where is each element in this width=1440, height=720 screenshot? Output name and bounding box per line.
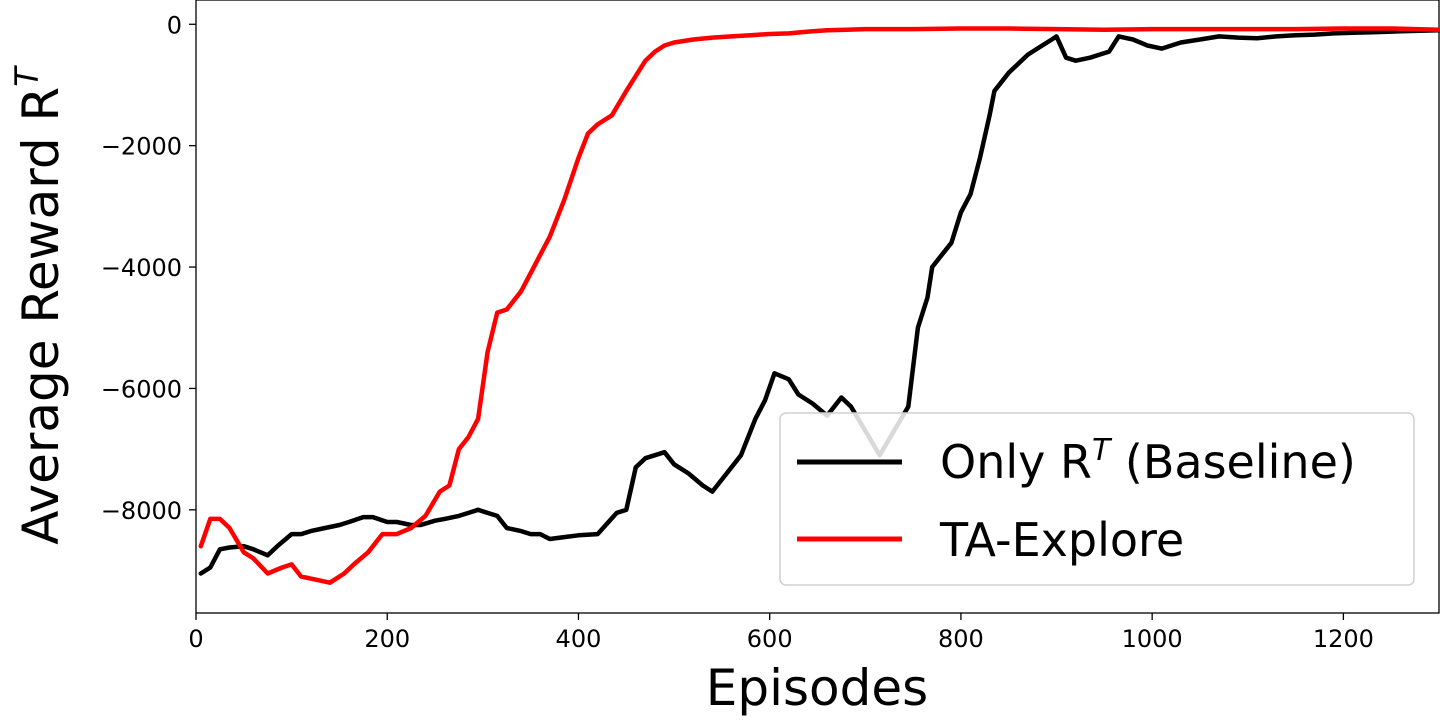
legend-label-baseline-name: Only R — [940, 435, 1092, 489]
y-axis-title: Average Reward RT — [8, 65, 70, 545]
plot-frame — [195, 0, 1440, 614]
legend-box — [779, 412, 1415, 586]
series-layer — [198, 26, 1440, 585]
y-tick-label: −8000 — [101, 497, 182, 525]
legend-label-baseline: Only RT (Baseline) — [940, 433, 1356, 489]
y-axis-title-superscript: T — [8, 65, 46, 87]
legend: Only RT (Baseline) TA-Explore — [779, 412, 1415, 586]
legend-label-ta-explore: TA-Explore — [939, 513, 1184, 567]
x-tick-label: 800 — [938, 625, 984, 653]
x-tick-label: 1000 — [1122, 625, 1183, 653]
legend-label-baseline-superscript: T — [1092, 433, 1113, 468]
y-tick-label: 0 — [167, 11, 182, 39]
y-tick-label: −2000 — [101, 133, 182, 161]
series-line-ta-explore — [198, 26, 1440, 585]
x-tick-label: 1200 — [1313, 625, 1374, 653]
y-tick-label: −4000 — [101, 254, 182, 282]
x-tick-label: 0 — [188, 625, 203, 653]
series-line-baseline — [198, 28, 1440, 576]
x-axis-title: Episodes — [706, 659, 928, 717]
ticks-layer: 0 200 400 600 800 1000 1200 0 −2000 −4000 −6000 −80… — [101, 11, 1374, 653]
x-tick-label: 400 — [556, 625, 602, 653]
y-axis-title-main: Average Reward R — [12, 87, 70, 545]
x-tick-label: 200 — [364, 625, 410, 653]
legend-label-baseline-suffix: (Baseline) — [1110, 435, 1356, 489]
x-tick-label: 600 — [747, 625, 793, 653]
y-tick-label: −6000 — [101, 375, 182, 403]
